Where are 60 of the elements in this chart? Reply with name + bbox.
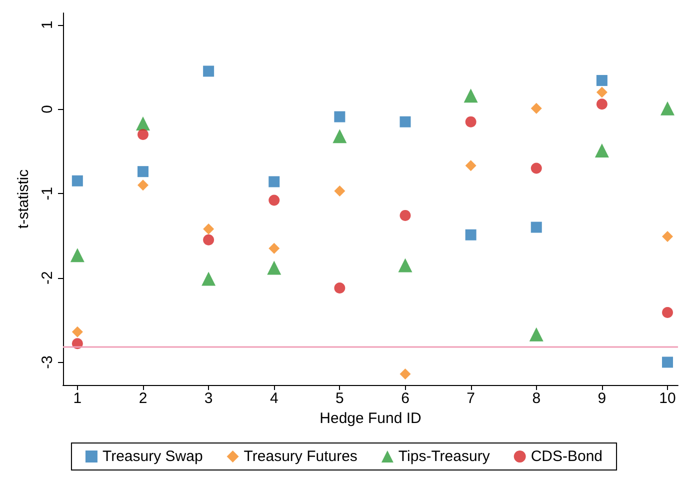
legend-label: Treasury Swap — [102, 448, 203, 465]
point — [72, 175, 83, 186]
y-tick-label: 1 — [39, 20, 56, 29]
legend-label: Tips-Treasury — [398, 448, 490, 465]
point — [400, 210, 411, 221]
x-tick-label: 10 — [659, 390, 676, 407]
point — [530, 162, 542, 174]
point — [465, 160, 476, 172]
x-tick-label: 7 — [466, 390, 475, 407]
x-tick-label: 8 — [532, 390, 541, 407]
point — [137, 180, 148, 191]
legend-label: CDS-Bond — [530, 448, 603, 465]
point — [400, 368, 411, 380]
y-tick-label: 0 — [39, 104, 56, 114]
point — [332, 129, 347, 144]
y-tick-label: -1 — [39, 186, 56, 200]
point — [529, 327, 544, 342]
x-tick-label: 5 — [336, 390, 344, 407]
point — [594, 143, 609, 158]
point — [137, 166, 148, 178]
x-tick-label: 1 — [73, 390, 82, 407]
point — [596, 86, 608, 98]
x-axis-title: Hedge Fund ID — [320, 410, 422, 427]
x-tick-label: 3 — [204, 390, 213, 407]
point — [203, 66, 214, 77]
y-axis-title: t-statistic — [15, 168, 32, 229]
point — [400, 116, 411, 128]
point — [662, 231, 674, 242]
point — [72, 326, 83, 338]
point — [203, 234, 214, 246]
point — [334, 111, 346, 122]
point — [268, 176, 280, 188]
point — [138, 128, 148, 140]
x-tick-label: 6 — [401, 390, 410, 407]
point — [465, 116, 476, 128]
point — [268, 194, 280, 206]
x-tick-label: 2 — [138, 390, 148, 407]
point — [334, 282, 346, 294]
point — [203, 223, 214, 234]
x-tick-label: 4 — [270, 390, 278, 407]
x-tick-label: 9 — [598, 390, 606, 407]
point — [596, 98, 608, 110]
point — [464, 88, 478, 103]
point — [334, 185, 346, 196]
point — [202, 272, 216, 286]
point — [662, 356, 674, 368]
point — [398, 258, 412, 272]
point — [662, 306, 674, 318]
legend-label: Treasury Futures — [244, 448, 358, 465]
point — [530, 102, 542, 114]
y-tick-label: -3 — [39, 356, 56, 369]
point — [268, 242, 280, 254]
point — [596, 74, 608, 86]
point — [660, 101, 675, 116]
point — [530, 222, 542, 233]
y-tick-label: -2 — [39, 271, 56, 285]
point — [267, 260, 282, 275]
point — [465, 229, 476, 240]
point — [136, 116, 150, 131]
point — [70, 248, 84, 262]
